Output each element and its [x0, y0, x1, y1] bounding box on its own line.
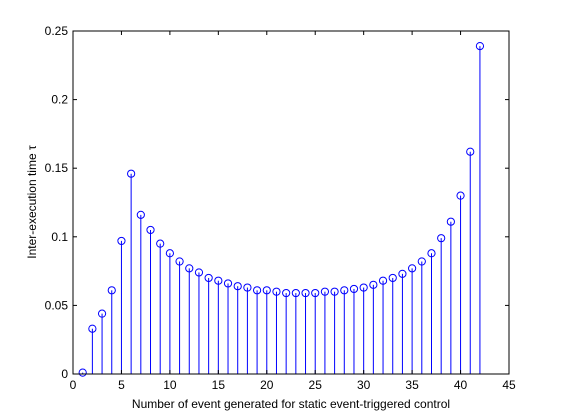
x-tick-label: 15 [212, 378, 226, 392]
stem-marker [388, 273, 397, 283]
stem-marker [252, 286, 262, 295]
stem-marker [214, 276, 223, 285]
y-tick-label: 0 [61, 367, 68, 381]
x-tick-label: 45 [502, 378, 516, 392]
stems-group [82, 46, 481, 374]
stem-marker [156, 239, 165, 248]
stem-marker [107, 286, 116, 295]
x-ticks-group: 0 5 10 15 20 25 30 35 40 45 [70, 31, 516, 392]
stem-marker [262, 286, 271, 295]
y-axis-label: Inter-execution time τ [25, 145, 39, 259]
y-tick-label: 0.05 [45, 298, 69, 312]
stem-marker [466, 147, 475, 156]
plot-area [73, 31, 509, 374]
x-tick-label: 5 [118, 378, 125, 392]
stem-marker [408, 264, 417, 273]
stem-marker [117, 236, 126, 246]
stem-marker [223, 279, 233, 288]
stem-marker [233, 282, 242, 291]
stem-marker [291, 288, 300, 298]
stem-marker [136, 210, 145, 219]
stem-marker [243, 283, 252, 292]
stem-marker [320, 287, 330, 296]
stem-marker [427, 249, 436, 258]
markers-group [78, 41, 485, 377]
x-tick-label: 10 [163, 378, 177, 392]
stem-marker [88, 324, 97, 333]
stem-marker [456, 191, 465, 200]
stem-marker [417, 257, 426, 266]
axes-box [72, 30, 510, 375]
stem-marker [446, 217, 455, 226]
stem-marker [146, 225, 155, 235]
stem-marker [194, 268, 204, 277]
stem-marker [127, 169, 136, 178]
stem-marker [359, 283, 368, 292]
stem-marker [282, 288, 291, 298]
stem-marker [398, 269, 407, 278]
x-tick-label: 25 [309, 378, 323, 392]
stem-marker [301, 288, 310, 298]
stem-marker [185, 264, 194, 273]
stem-marker [97, 309, 107, 318]
stem-marker [369, 280, 378, 289]
stem-marker [475, 41, 485, 51]
x-tick-label: 40 [454, 378, 468, 392]
y-tick-label: 0.2 [51, 93, 68, 107]
stem-marker [78, 368, 87, 377]
x-tick-label: 35 [405, 378, 419, 392]
y-tick-label: 0.1 [51, 230, 68, 244]
y-tick-label: 0.15 [45, 161, 69, 175]
x-tick-label: 0 [70, 378, 77, 392]
stem-marker [340, 286, 349, 295]
stem-marker [349, 284, 359, 294]
stem-marker [175, 257, 184, 266]
stem-marker [272, 287, 281, 296]
stem-marker [378, 276, 388, 285]
stem-marker [437, 234, 446, 243]
x-tick-label: 30 [357, 378, 371, 392]
x-tick-label: 20 [260, 378, 274, 392]
y-tick-label: 0.25 [45, 24, 69, 38]
stem-marker [311, 288, 320, 298]
stem-marker [165, 249, 174, 258]
y-ticks-group: 0 0.05 0.1 0.15 0.2 0.25 [45, 24, 509, 381]
stem-marker [330, 287, 339, 296]
stem-marker [204, 273, 213, 283]
x-axis-label: Number of event generated for static eve… [132, 397, 450, 411]
